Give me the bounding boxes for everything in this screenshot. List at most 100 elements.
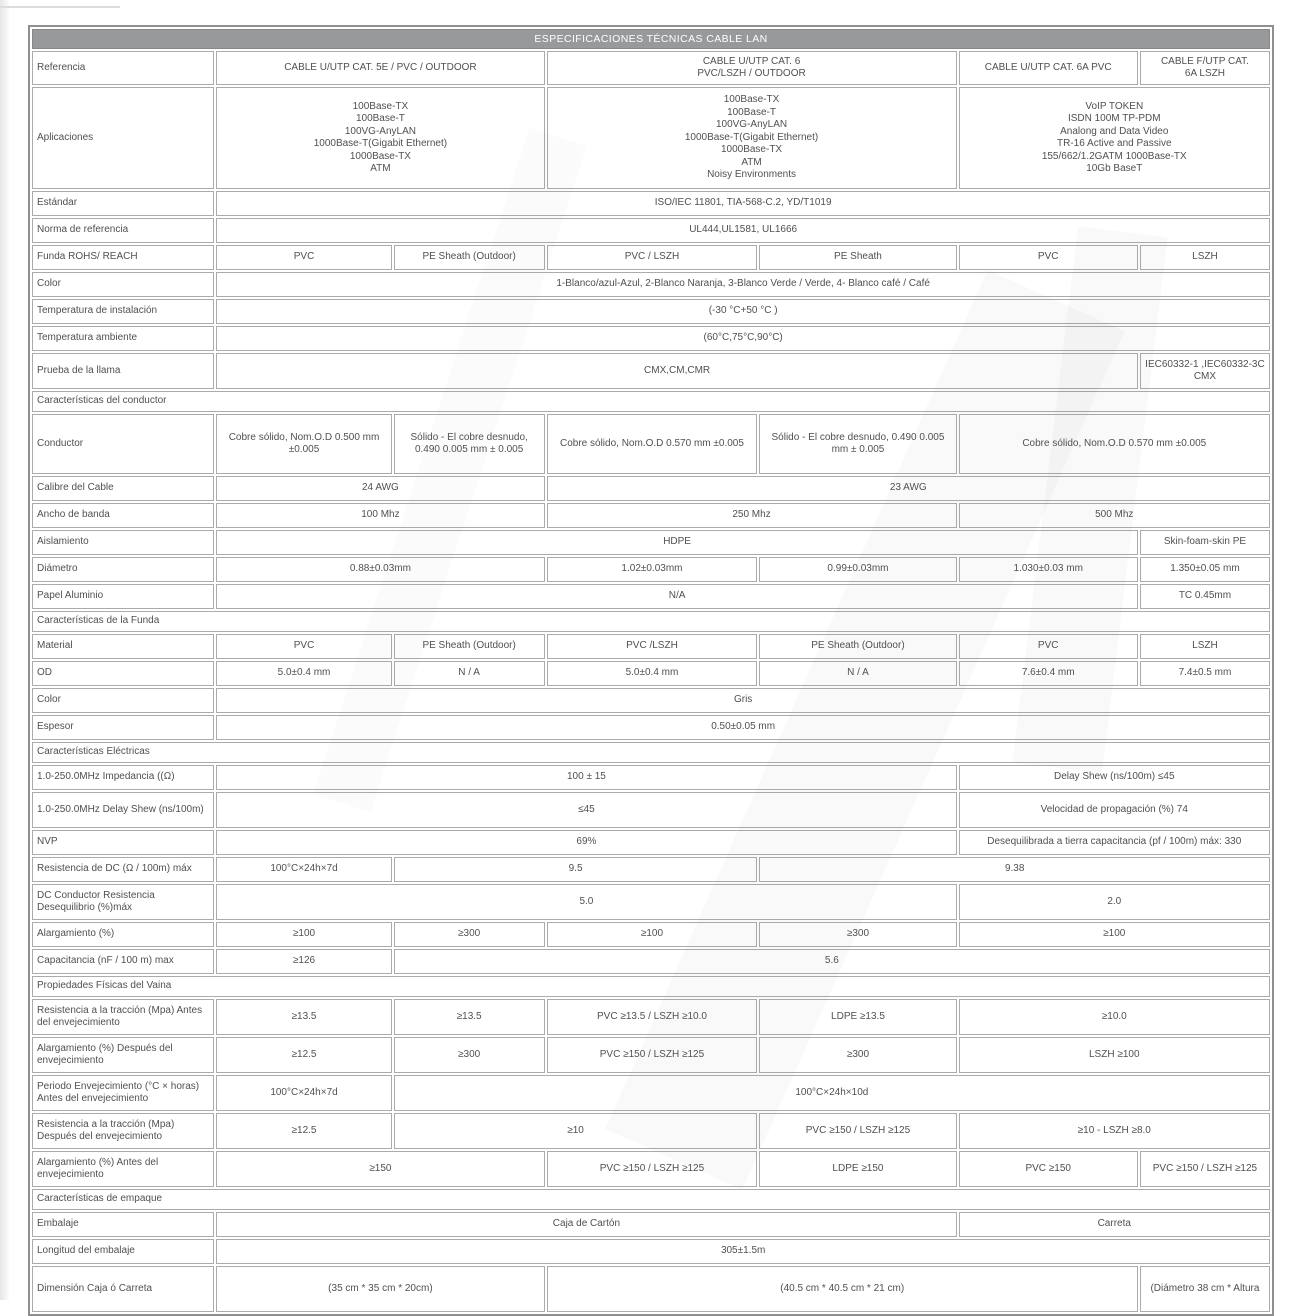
- row-label: OD: [32, 661, 215, 686]
- cell: N / A: [393, 661, 545, 686]
- cell: N / A: [759, 661, 957, 686]
- row-label: Referencia: [32, 51, 215, 85]
- cell: 500 Mhz: [958, 503, 1270, 528]
- page-edge-shadow: [0, 0, 9, 1300]
- cell: ≥100: [216, 922, 392, 947]
- cell: Gris: [216, 688, 1270, 713]
- table-row: Funda ROHS/ REACH PVC PE Sheath (Outdoor) P…: [32, 245, 1270, 270]
- table-row: Espesor 0.50±0.05 mm: [32, 715, 1270, 740]
- row-label: Alargamiento (%) Antes del envejecimient…: [32, 1151, 215, 1187]
- cell: ≥300: [759, 1037, 957, 1073]
- cell: N/A: [216, 584, 1138, 609]
- cell: UL444,UL1581, UL1666: [216, 218, 1270, 243]
- cell: ≥100: [958, 922, 1270, 947]
- cell: ≥13.5: [216, 999, 392, 1035]
- cell: 2.0: [958, 884, 1270, 920]
- cell: 23 AWG: [546, 476, 1270, 501]
- cell: ≤45: [216, 792, 957, 828]
- table-row: DC Conductor Resistencia Desequilibrio (…: [32, 884, 1270, 920]
- cell: 100°C×24h×7d: [216, 1075, 392, 1111]
- document-page: ESPECIFICACIONES TÉCNICAS CABLE LAN Refe…: [28, 25, 1274, 1316]
- cell: HDPE: [216, 530, 1138, 555]
- cell: 5.0±0.4 mm: [546, 661, 758, 686]
- cell: 0.50±0.05 mm: [216, 715, 1270, 740]
- table-row: Calibre del Cable 24 AWG 23 AWG: [32, 476, 1270, 501]
- table-row: Alargamiento (%) Después del envejecimie…: [32, 1037, 1270, 1073]
- table-row: Aislamiento HDPE Skin-foam-skin PE: [32, 530, 1270, 555]
- cell: PVC ≥150 / LSZH ≥125: [1139, 1151, 1270, 1187]
- table-row: Dimensión Caja ó Carreta (35 cm * 35 cm *…: [32, 1266, 1270, 1312]
- row-label: Estándar: [32, 191, 215, 216]
- cell: (-30 °C+50 °C ): [216, 299, 1270, 324]
- section-row: Características del conductor: [32, 391, 1270, 412]
- row-label: DC Conductor Resistencia Desequilibrio (…: [32, 884, 215, 920]
- cell: PVC / LSZH: [546, 245, 758, 270]
- cell: ≥12.5: [216, 1113, 392, 1149]
- row-label: Prueba de la llama: [32, 353, 215, 389]
- cell: Cobre sólido, Nom.O.D 0.570 mm ±0.005: [546, 414, 758, 474]
- table-row: Alargamiento (%) Antes del envejecimient…: [32, 1151, 1270, 1187]
- cell: Carreta: [958, 1212, 1270, 1237]
- cell: ISO/IEC 11801, TIA-568-C.2, YD/T1019: [216, 191, 1270, 216]
- cell: Delay Shew (ns/100m) ≤45: [958, 765, 1270, 790]
- row-label: Espesor: [32, 715, 215, 740]
- spec-table-frame: ESPECIFICACIONES TÉCNICAS CABLE LAN Refe…: [28, 25, 1274, 1316]
- cell: Cobre sólido, Nom.O.D 0.570 mm ±0.005: [958, 414, 1270, 474]
- table-row: Color Gris: [32, 688, 1270, 713]
- table-row: NVP 69% Desequilibrada a tierra capacitanc…: [32, 830, 1270, 855]
- cell: 7.6±0.4 mm: [958, 661, 1138, 686]
- cell: 100Base-TX 100Base-T 100VG-AnyLAN 1000Ba…: [546, 87, 957, 189]
- cell: IEC60332-1 ,IEC60332-3C CMX: [1139, 353, 1270, 389]
- cell: PVC ≥150 / LSZH ≥125: [759, 1113, 957, 1149]
- section-header: Propiedades Físicas del Vaina: [32, 976, 1270, 997]
- cell: PVC: [958, 634, 1138, 659]
- row-label: Resistencia de DC (Ω / 100m) máx: [32, 857, 215, 882]
- section-header: Características de la Funda: [32, 611, 1270, 632]
- cell: PVC ≥150 / LSZH ≥125: [546, 1151, 758, 1187]
- cell: Desequilibrada a tierra capacitancia (pf…: [958, 830, 1270, 855]
- cell: CMX,CM,CMR: [216, 353, 1138, 389]
- table-row: Estándar ISO/IEC 11801, TIA-568-C.2, YD/T…: [32, 191, 1270, 216]
- cell: ≥10 - LSZH ≥8.0: [958, 1113, 1270, 1149]
- table-title: ESPECIFICACIONES TÉCNICAS CABLE LAN: [32, 29, 1270, 49]
- row-label: Norma de referencia: [32, 218, 215, 243]
- cell: PVC: [958, 245, 1138, 270]
- cell: PVC /LSZH: [546, 634, 758, 659]
- row-label: Conductor: [32, 414, 215, 474]
- table-row: Embalaje Caja de Cartón Carreta: [32, 1212, 1270, 1237]
- cell: 250 Mhz: [546, 503, 957, 528]
- cell: 5.0±0.4 mm: [216, 661, 392, 686]
- cell: ≥13.5: [393, 999, 545, 1035]
- page-edge-line: [0, 6, 120, 8]
- row-label: Longitud del embalaje: [32, 1239, 215, 1264]
- cell: ≥12.5: [216, 1037, 392, 1073]
- table-row: Color 1-Blanco/azul-Azul, 2-Blanco Naranj…: [32, 272, 1270, 297]
- cell: 5.6: [393, 949, 1270, 974]
- cell: 1.030±0.03 mm: [958, 557, 1138, 582]
- row-label: Embalaje: [32, 1212, 215, 1237]
- row-label: Ancho de banda: [32, 503, 215, 528]
- section-row: Características de la Funda: [32, 611, 1270, 632]
- cell: Cobre sólido, Nom.O.D 0.500 mm ±0.005: [216, 414, 392, 474]
- section-row: Características Eléctricas: [32, 742, 1270, 763]
- row-label: Dimensión Caja ó Carreta: [32, 1266, 215, 1312]
- cell: 100 Mhz: [216, 503, 545, 528]
- cell: PVC ≥150: [958, 1151, 1138, 1187]
- cell: 5.0: [216, 884, 957, 920]
- cell: 0.99±0.03mm: [759, 557, 957, 582]
- section-row: Características de empaque: [32, 1189, 1270, 1210]
- cell: ≥150: [216, 1151, 545, 1187]
- cell: ≥100: [546, 922, 758, 947]
- table-row: Capacitancia (nF / 100 m) max ≥126 5.6: [32, 949, 1270, 974]
- table-row: Papel Aluminio N/A TC 0.45mm: [32, 584, 1270, 609]
- cell: Caja de Cartón: [216, 1212, 957, 1237]
- row-label: 1.0-250.0MHz Impedancia ((Ω): [32, 765, 215, 790]
- cell: Sólido - El cobre desnudo, 0.490 0.005 m…: [759, 414, 957, 474]
- row-label: 1.0-250.0MHz Delay Shew (ns/100m): [32, 792, 215, 828]
- table-row: Conductor Cobre sólido, Nom.O.D 0.500 mm …: [32, 414, 1270, 474]
- table-row: Longitud del embalaje 305±1.5m: [32, 1239, 1270, 1264]
- table-row: Temperatura de instalación (-30 °C+50 °C …: [32, 299, 1270, 324]
- cell: Skin-foam-skin PE: [1139, 530, 1270, 555]
- row-label: Alargamiento (%) Después del envejecimie…: [32, 1037, 215, 1073]
- row-label: Periodo Envejecimiento (°C × horas) Ante…: [32, 1075, 215, 1111]
